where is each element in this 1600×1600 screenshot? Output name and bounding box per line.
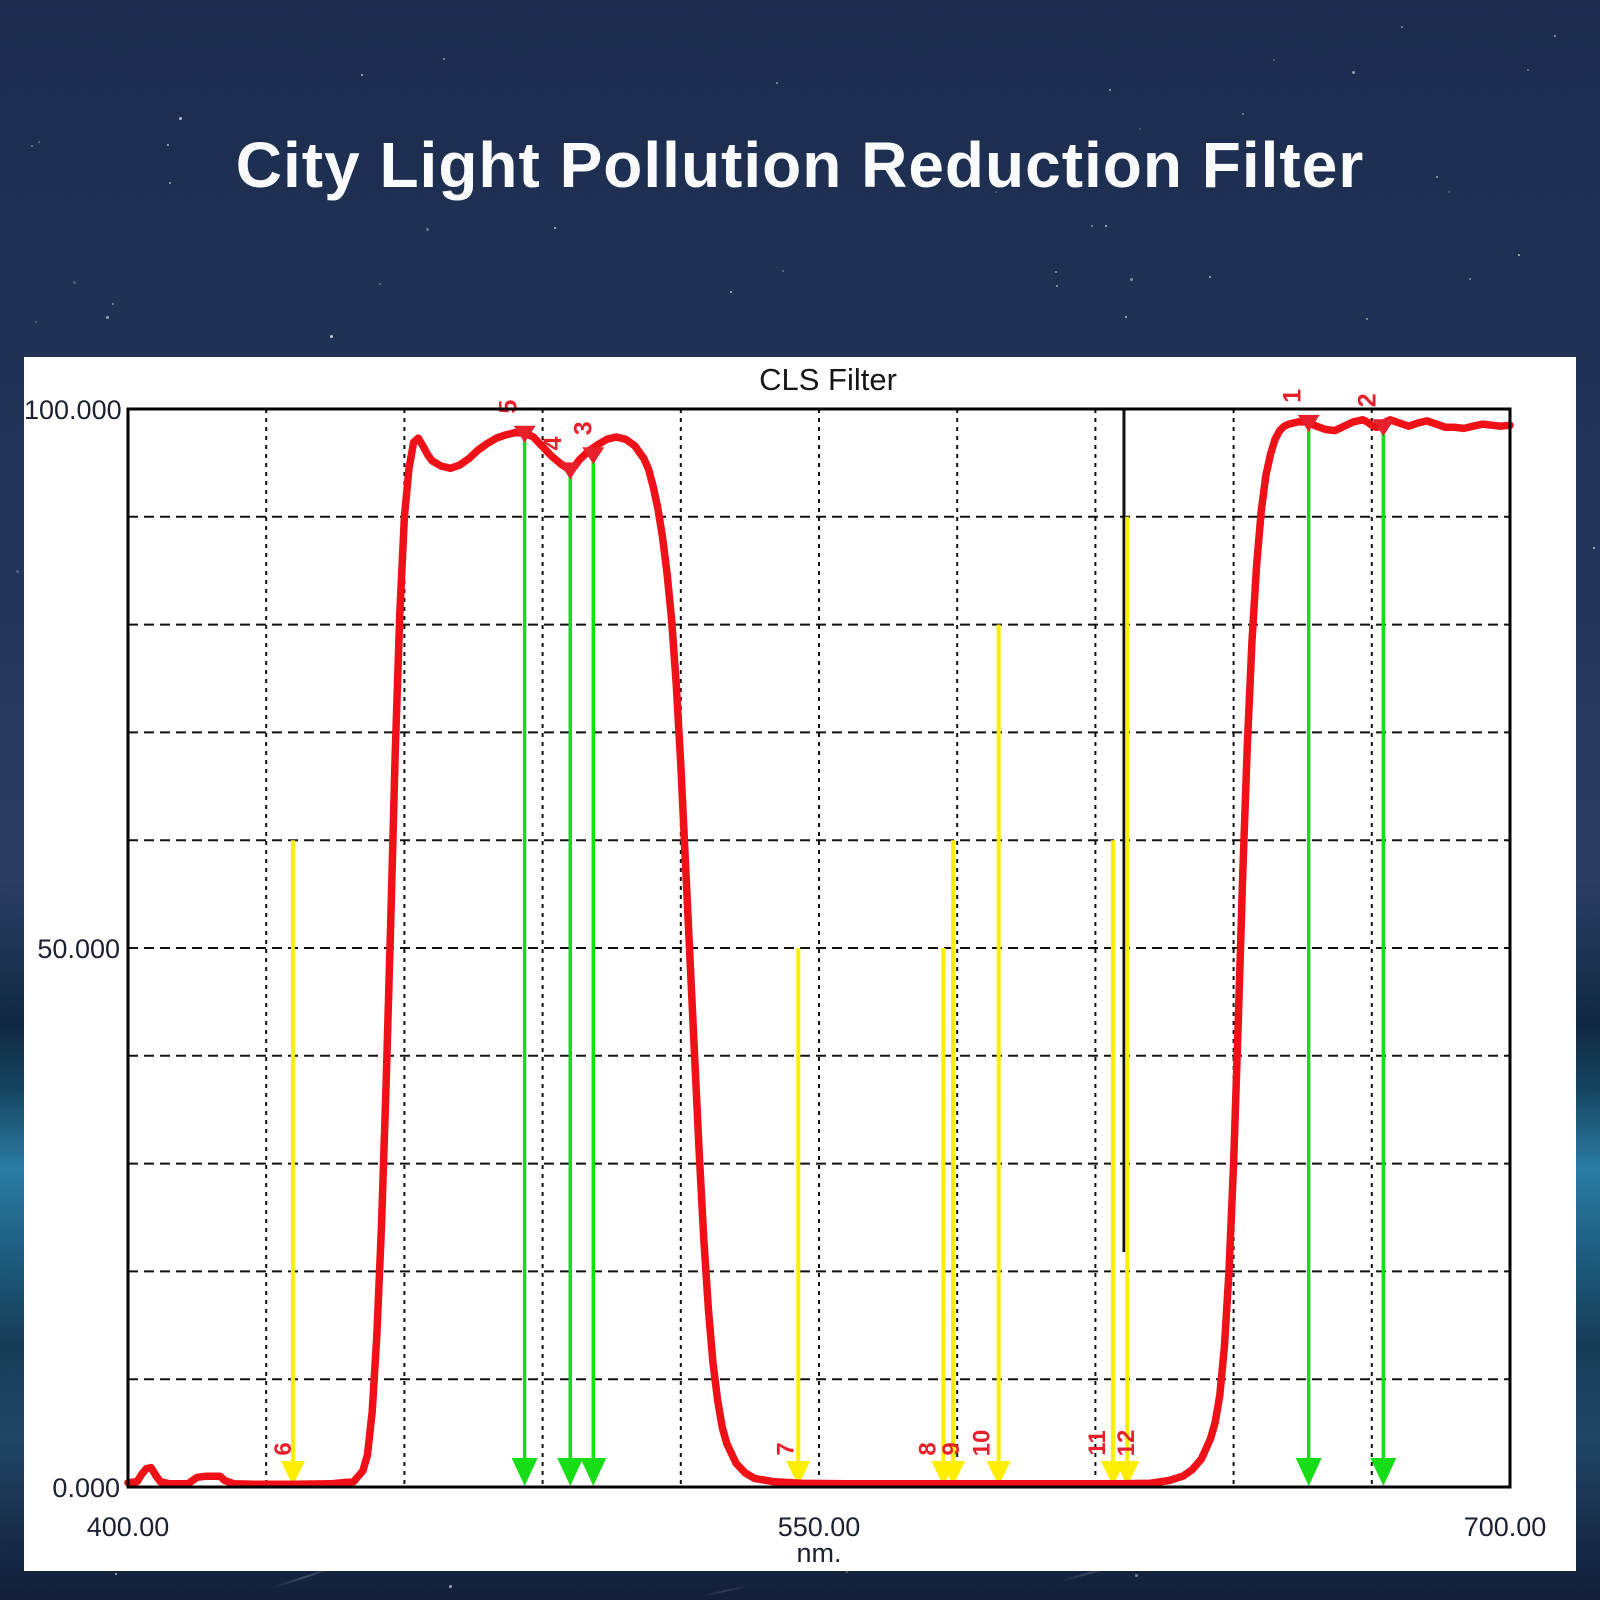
star-dot <box>846 1571 848 1573</box>
down-arrow-icon <box>280 1461 305 1486</box>
star-dot <box>112 303 114 305</box>
emission-label-4: 4 <box>539 436 567 450</box>
star-dot <box>1135 1574 1138 1577</box>
star-dot <box>426 228 429 231</box>
emission-label-10: 10 <box>969 1430 996 1457</box>
star-dot <box>1448 191 1450 193</box>
star-dot <box>1209 276 1211 278</box>
cls-filter-chart-panel: CLS Filter 6 7 8 9 10 11 12 1 2 3 4 5 100.000 50.00… <box>24 357 1576 1571</box>
emission-label-11: 11 <box>1084 1430 1111 1455</box>
star-dot <box>31 145 33 147</box>
down-arrow-icon <box>986 1461 1011 1486</box>
star-dot <box>379 283 381 285</box>
peak-marker-icon <box>1297 414 1320 432</box>
star-dot <box>449 1585 452 1588</box>
star-dot <box>330 335 333 338</box>
star-dot <box>167 144 169 146</box>
star-dot <box>782 270 784 272</box>
star-dot <box>1109 89 1111 91</box>
emission-label-8: 8 <box>914 1442 941 1455</box>
peak-marker-icon <box>582 447 605 465</box>
x-axis-label: nm. <box>796 1538 842 1568</box>
star-dot <box>1105 225 1107 227</box>
transmission-curve <box>124 416 1514 1489</box>
star-dot <box>1352 71 1355 74</box>
star-dot <box>16 570 19 573</box>
down-arrow-icon <box>786 1461 811 1486</box>
star-dot <box>1125 316 1127 318</box>
x-tick-700: 700.00 <box>1463 1512 1547 1542</box>
emission-label-6: 6 <box>270 1442 297 1455</box>
star-dot <box>106 316 109 319</box>
star-dot <box>554 227 556 229</box>
peak-marker-icon <box>559 462 582 480</box>
star-dot <box>1055 271 1057 273</box>
emission-label-7: 7 <box>772 1442 799 1455</box>
star-dot <box>1056 285 1058 287</box>
star-dot <box>995 191 997 193</box>
star-dot <box>115 1573 117 1575</box>
star-dot <box>1469 278 1471 280</box>
star-dot <box>73 281 76 284</box>
star-dot <box>35 321 37 323</box>
star-dot <box>1593 547 1595 549</box>
emission-label-2: 2 <box>1353 393 1381 407</box>
star-dot <box>1091 225 1093 227</box>
chart-title: CLS Filter <box>759 362 897 397</box>
down-arrow-icon <box>1115 1461 1140 1486</box>
emission-label-12: 12 <box>1113 1430 1140 1457</box>
star-dot <box>1273 59 1275 61</box>
star-dot <box>361 74 363 76</box>
emission-label-9: 9 <box>938 1442 965 1455</box>
star-dot <box>1527 69 1529 71</box>
star-dot <box>1139 128 1141 130</box>
light-streak <box>700 1584 750 1598</box>
star-dot <box>169 182 171 184</box>
y-tick-50: 50.000 <box>37 934 120 964</box>
star-dot <box>776 82 778 84</box>
peak-marker-icon <box>513 425 536 443</box>
down-arrow-icon <box>557 1458 584 1486</box>
star-dot <box>179 117 182 120</box>
plot-frame <box>126 407 1512 1489</box>
x-tick-550: 550.00 <box>777 1512 861 1542</box>
peak-marker-icon <box>1372 419 1395 437</box>
down-arrow-icon <box>941 1461 966 1486</box>
down-arrow-icon <box>580 1458 607 1486</box>
star-dot <box>38 141 40 143</box>
star-dot <box>1436 176 1438 178</box>
emission-label-5: 5 <box>495 400 523 414</box>
star-dot <box>1130 278 1133 281</box>
down-arrow-icon <box>1370 1458 1397 1486</box>
star-dot <box>730 291 732 293</box>
down-arrow-icon <box>1295 1458 1322 1486</box>
star-dot <box>1242 113 1244 115</box>
page-title: City Light Pollution Reduction Filter <box>235 129 1365 201</box>
y-tick-0: 0.000 <box>52 1473 120 1503</box>
star-dot <box>1401 26 1403 28</box>
x-tick-400: 400.00 <box>86 1512 170 1542</box>
y-tick-100: 100.000 <box>24 395 122 425</box>
star-dot <box>443 58 445 60</box>
emission-label-3: 3 <box>569 421 597 435</box>
down-arrow-icon <box>511 1458 538 1486</box>
star-dot <box>1554 35 1556 37</box>
star-dot <box>1366 318 1368 320</box>
emission-label-1: 1 <box>1279 389 1307 403</box>
star-dot <box>1518 254 1520 256</box>
